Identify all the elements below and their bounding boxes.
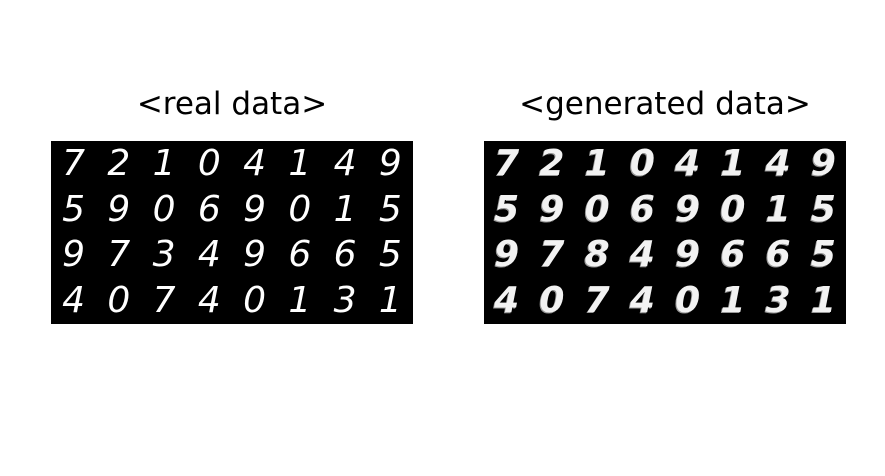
real-digit: 7 (152, 280, 176, 322)
real-digit: 3 (333, 280, 357, 322)
generated-digit: 6 (629, 188, 655, 230)
real-digit: 4 (333, 142, 357, 184)
real-data-caption: <real data> (136, 86, 328, 122)
generated-digit: 4 (765, 142, 791, 184)
real-digit: 0 (107, 280, 131, 322)
real-digit: 3 (152, 234, 176, 276)
generated-digit: 4 (675, 142, 701, 184)
real-digit: 7 (62, 142, 86, 184)
generated-digit: 0 (584, 188, 610, 230)
generated-digit: 5 (810, 188, 836, 230)
real-digit: 1 (333, 188, 357, 230)
real-digit: 9 (243, 234, 267, 276)
generated-digit: 1 (584, 142, 610, 184)
real-digit: 9 (243, 188, 267, 230)
generated-digit: 9 (539, 188, 565, 230)
generated-digit: 3 (765, 280, 791, 322)
generated-digit: 1 (810, 280, 836, 322)
generated-digit: 9 (494, 234, 520, 276)
generated-digit: 0 (629, 142, 655, 184)
real-digit: 6 (197, 188, 221, 230)
generated-digit: 7 (584, 280, 610, 322)
generated-digit: 0 (539, 280, 565, 322)
generated-digit: 8 (584, 234, 610, 276)
real-digit: 4 (62, 280, 86, 322)
real-digit: 9 (378, 142, 402, 184)
real-digit: 2 (107, 142, 131, 184)
real-digit: 5 (62, 188, 86, 230)
real-digit: 6 (333, 234, 357, 276)
real-digit: 4 (243, 142, 267, 184)
real-digit: 4 (197, 234, 221, 276)
generated-digit: 9 (810, 142, 836, 184)
generated-digit: 5 (810, 234, 836, 276)
real-digit: 4 (197, 280, 221, 322)
generated-digit: 9 (675, 234, 701, 276)
real-digit: 7 (107, 234, 131, 276)
generated-digit: 0 (720, 188, 746, 230)
generated-digit: 1 (720, 142, 746, 184)
real-digit: 9 (62, 234, 86, 276)
generated-digit: 5 (494, 188, 520, 230)
generated-digit: 1 (765, 188, 791, 230)
generated-digit: 7 (494, 142, 520, 184)
real-digit: 0 (288, 188, 312, 230)
real-digit: 0 (197, 142, 221, 184)
real-digit: 0 (152, 188, 176, 230)
generated-digit: 2 (539, 142, 565, 184)
generated-digit: 9 (675, 188, 701, 230)
real-digit: 1 (288, 142, 312, 184)
generated-digit: 0 (675, 280, 701, 322)
generated-digit: 4 (494, 280, 520, 322)
generated-digit: 7 (539, 234, 565, 276)
real-digit: 1 (152, 142, 176, 184)
generated-digit: 6 (720, 234, 746, 276)
generated-digit: 1 (720, 280, 746, 322)
real-digit: 1 (378, 280, 402, 322)
real-digit: 6 (288, 234, 312, 276)
real-digit: 9 (107, 188, 131, 230)
real-digit: 1 (288, 280, 312, 322)
generated-digit: 6 (765, 234, 791, 276)
real-digit: 5 (378, 234, 402, 276)
generated-data-caption: <generated data> (519, 86, 811, 122)
generated-digit: 4 (629, 280, 655, 322)
real-digit: 0 (243, 280, 267, 322)
generated-digit: 4 (629, 234, 655, 276)
real-digit: 5 (378, 188, 402, 230)
